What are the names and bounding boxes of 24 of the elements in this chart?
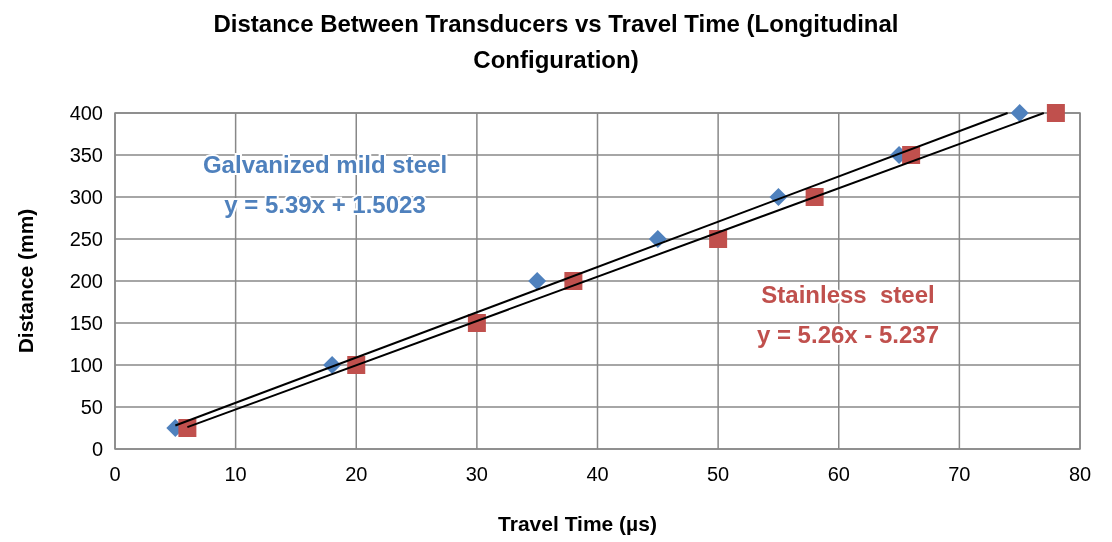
y-tick-label: 50 <box>80 396 103 418</box>
x-tick-label: 20 <box>345 463 368 485</box>
x-axis-title: Travel Time (µs) <box>498 512 657 535</box>
y-tick-label: 250 <box>69 228 103 250</box>
point <box>1010 104 1029 122</box>
x-tick-label: 50 <box>707 463 730 485</box>
x-tick-label: 0 <box>109 463 121 485</box>
chart-title: Distance Between Transducers vs Travel Time (Longitudinal Configuration) <box>213 10 899 73</box>
x-tick-label: 30 <box>465 463 488 485</box>
point <box>528 272 547 290</box>
y-tick-label: 100 <box>69 354 103 376</box>
point <box>1046 104 1065 122</box>
y-tick-label: 300 <box>69 186 103 208</box>
x-tick-label: 40 <box>586 463 609 485</box>
y-tick-label: 400 <box>69 102 103 124</box>
y-tick-label: 150 <box>69 312 103 334</box>
x-tick-label: 60 <box>827 463 850 485</box>
x-tick-label: 10 <box>224 463 247 485</box>
x-tick-label: 70 <box>948 463 971 485</box>
y-tick-label: 200 <box>69 270 103 292</box>
x-tick-label: 80 <box>1068 463 1092 485</box>
y-axis-title: Distance (mm) <box>14 208 37 354</box>
y-tick-label: 0 <box>91 438 103 460</box>
y-tick-label: 350 <box>69 144 103 166</box>
